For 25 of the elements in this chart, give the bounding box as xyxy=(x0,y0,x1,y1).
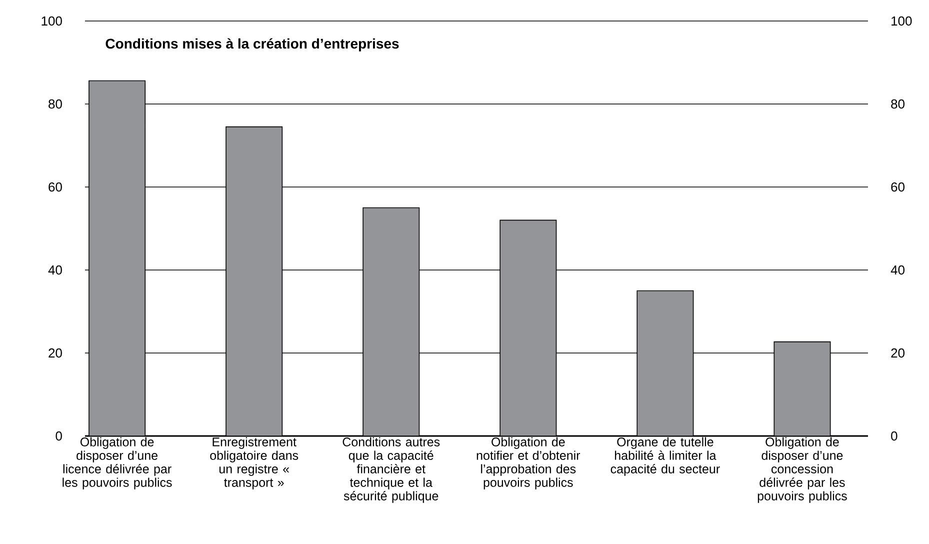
y2-tick-label: 100 xyxy=(892,16,912,26)
y2-tick-label: 20 xyxy=(891,348,904,358)
x-tick-label: Organe de tutelle habilité à limiter la capacité du secteur xyxy=(610,437,720,476)
y2-tick-label: 60 xyxy=(891,182,904,192)
y-tick-label: 100 xyxy=(42,16,62,26)
bar xyxy=(636,290,694,436)
x-tick-label: Obligation de disposer d’une licence délivrée par les pouvoirs publics xyxy=(62,437,172,490)
x-tick-label: Enregistrement obligatoire dans un registre « transport » xyxy=(210,437,298,490)
y-tick-label: 20 xyxy=(48,348,62,358)
bar xyxy=(362,207,420,436)
bar xyxy=(500,220,557,436)
y-tick-label: 0 xyxy=(56,431,62,441)
y-tick-label: 40 xyxy=(48,265,62,275)
y2-tick-label: 80 xyxy=(891,99,904,109)
text: Conditions mises à la création d’entreprises xyxy=(106,38,399,52)
bar xyxy=(88,80,146,436)
y2-tick-label: 0 xyxy=(891,431,898,441)
y-tick-label: 80 xyxy=(48,99,62,109)
x-tick-label: Obligation de disposer d’une concession délivrée par les pouvoirs publics xyxy=(758,437,847,503)
y2-tick-label: 40 xyxy=(890,265,904,275)
bar xyxy=(226,126,283,436)
x-tick-label: Conditions autres que la capacité financière et technique et la sécurité publique xyxy=(342,437,440,503)
y-tick-label: 60 xyxy=(48,182,62,192)
bar xyxy=(774,341,831,436)
x-tick-label: Obligation de notifier et d’obtenir l’approbation des pouvoirs publics xyxy=(476,437,580,490)
